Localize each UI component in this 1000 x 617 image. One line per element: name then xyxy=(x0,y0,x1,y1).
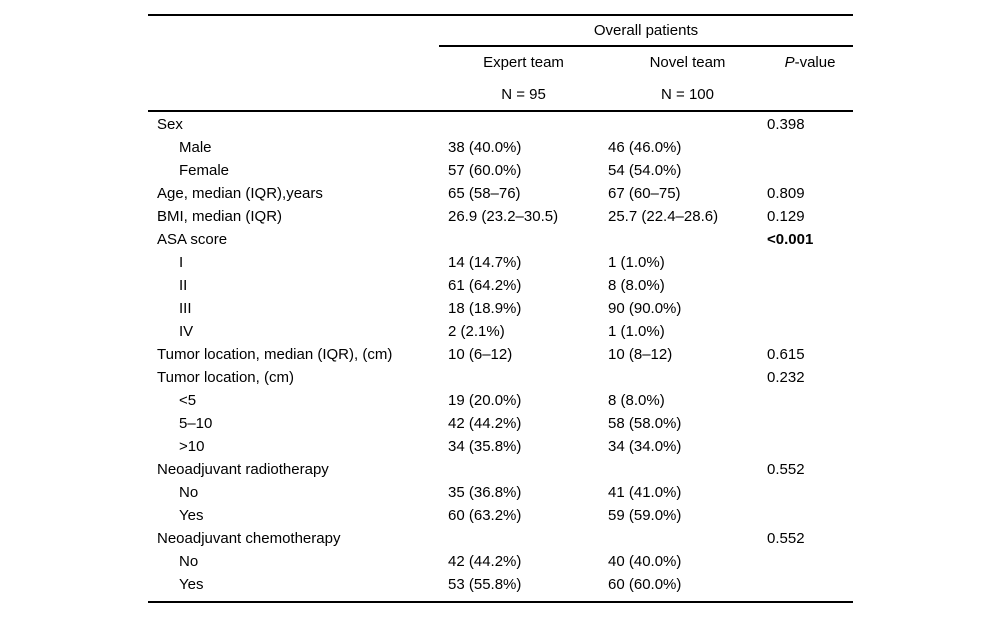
row-label: Yes xyxy=(179,576,204,593)
expert-value: 2 (2.1%) xyxy=(448,323,505,340)
table-row: <5 19 (20.0%) 8 (8.0%) xyxy=(148,389,853,412)
table-row: Tumor location, (cm) 0.232 xyxy=(148,366,853,389)
expert-value: 42 (44.2%) xyxy=(448,553,522,570)
p-value: 0.615 xyxy=(767,346,805,363)
table-row: Neoadjuvant radiotherapy 0.552 xyxy=(148,458,853,481)
novel-value: 60 (60.0%) xyxy=(608,576,682,593)
novel-value: 59 (59.0%) xyxy=(608,507,682,524)
expert-value: 53 (55.8%) xyxy=(448,576,522,593)
p-value-header: P-value xyxy=(767,54,853,71)
novel-n-label: N = 100 xyxy=(661,85,714,103)
novel-value: 8 (8.0%) xyxy=(608,277,665,294)
expert-value: 57 (60.0%) xyxy=(448,162,522,179)
expert-team-header: Expert team xyxy=(483,54,564,71)
row-label: Male xyxy=(179,139,212,156)
patient-characteristics-table: Overall patients Expert team Novel team … xyxy=(148,14,853,603)
row-label: Age, median (IQR),years xyxy=(157,185,323,202)
table-header: Overall patients Expert team Novel team … xyxy=(148,16,853,112)
p-value: 0.398 xyxy=(767,116,805,133)
table-row: No 35 (36.8%) 41 (41.0%) xyxy=(148,481,853,504)
table-row: III 18 (18.9%) 90 (90.0%) xyxy=(148,297,853,320)
expert-value: 60 (63.2%) xyxy=(448,507,522,524)
expert-value: 35 (36.8%) xyxy=(448,484,522,501)
novel-value: 58 (58.0%) xyxy=(608,415,682,432)
row-label: IV xyxy=(179,323,194,340)
column-header-row: Expert team Novel team P-value xyxy=(148,47,853,78)
table-row: Tumor location, median (IQR), (cm) 10 (6… xyxy=(148,343,853,366)
row-label: No xyxy=(179,484,199,501)
p-value-header-rest: -value xyxy=(794,54,836,71)
p-value: 0.809 xyxy=(767,185,805,202)
expert-value: 38 (40.0%) xyxy=(448,139,522,156)
expert-value: 19 (20.0%) xyxy=(448,392,522,409)
expert-value: 18 (18.9%) xyxy=(448,300,522,317)
table-row: Male 38 (40.0%) 46 (46.0%) xyxy=(148,136,853,159)
row-label: BMI, median (IQR) xyxy=(157,208,283,225)
spanner-label: Overall patients xyxy=(593,22,699,39)
novel-value: 1 (1.0%) xyxy=(608,323,665,340)
table-row: Neoadjuvant chemotherapy 0.552 xyxy=(148,527,853,550)
novel-value: 90 (90.0%) xyxy=(608,300,682,317)
table-row: Age, median (IQR),years 65 (58–76) 67 (6… xyxy=(148,182,853,205)
table-row: Female 57 (60.0%) 54 (54.0%) xyxy=(148,159,853,182)
novel-value: 67 (60–75) xyxy=(608,185,681,202)
novel-value: 54 (54.0%) xyxy=(608,162,682,179)
expert-value: 34 (35.8%) xyxy=(448,438,522,455)
p-value: 0.129 xyxy=(767,208,805,225)
row-label: No xyxy=(179,553,199,570)
row-label: >10 xyxy=(179,438,205,455)
row-label: Yes xyxy=(179,507,204,524)
table-row: No 42 (44.2%) 40 (40.0%) xyxy=(148,550,853,573)
table-row: 5–10 42 (44.2%) 58 (58.0%) xyxy=(148,412,853,435)
novel-value: 41 (41.0%) xyxy=(608,484,682,501)
novel-value: 10 (8–12) xyxy=(608,346,673,363)
novel-value: 40 (40.0%) xyxy=(608,553,682,570)
novel-value: 46 (46.0%) xyxy=(608,139,682,156)
expert-value: 42 (44.2%) xyxy=(448,415,522,432)
novel-value: 34 (34.0%) xyxy=(608,438,682,455)
p-value: <0.001 xyxy=(767,231,814,248)
spanner-cell: Overall patients xyxy=(439,16,853,47)
table-row: Sex 0.398 xyxy=(148,113,853,136)
row-label: I xyxy=(179,254,184,271)
row-label: Neoadjuvant chemotherapy xyxy=(157,530,341,547)
row-label: Tumor location, (cm) xyxy=(157,369,294,386)
expert-value: 26.9 (23.2–30.5) xyxy=(448,208,559,225)
p-value-header-italic: P xyxy=(784,54,795,71)
table-row: I 14 (14.7%) 1 (1.0%) xyxy=(148,251,853,274)
expert-n-label: N = 95 xyxy=(501,85,546,103)
expert-value: 65 (58–76) xyxy=(448,185,521,202)
row-label: Tumor location, median (IQR), (cm) xyxy=(157,346,393,363)
novel-team-header: Novel team xyxy=(649,54,726,71)
p-value: 0.232 xyxy=(767,369,805,386)
table-body: Sex 0.398 Male 38 (40.0%) 46 (46.0%) Fem… xyxy=(148,112,853,603)
table-row: >10 34 (35.8%) 34 (34.0%) xyxy=(148,435,853,458)
table-row: Yes 53 (55.8%) 60 (60.0%) xyxy=(148,573,853,596)
spanner-row: Overall patients xyxy=(148,16,853,47)
row-label: Female xyxy=(179,162,230,179)
expert-value: 14 (14.7%) xyxy=(448,254,522,271)
row-label: III xyxy=(179,300,192,317)
row-label: Neoadjuvant radiotherapy xyxy=(157,461,329,478)
table-row: ASA score <0.001 xyxy=(148,228,853,251)
table-row: II 61 (64.2%) 8 (8.0%) xyxy=(148,274,853,297)
table-row: Yes 60 (63.2%) 59 (59.0%) xyxy=(148,504,853,527)
p-value: 0.552 xyxy=(767,530,805,547)
novel-value: 8 (8.0%) xyxy=(608,392,665,409)
row-label: <5 xyxy=(179,392,197,409)
novel-value: 25.7 (22.4–28.6) xyxy=(608,208,719,225)
novel-value: 1 (1.0%) xyxy=(608,254,665,271)
row-label: 5–10 xyxy=(179,415,213,432)
table-row: IV 2 (2.1%) 1 (1.0%) xyxy=(148,320,853,343)
expert-value: 10 (6–12) xyxy=(448,346,513,363)
n-row: N = 95 N = 100 xyxy=(148,78,853,110)
row-label: ASA score xyxy=(157,231,228,248)
p-value: 0.552 xyxy=(767,461,805,478)
row-label: II xyxy=(179,277,188,294)
row-label: Sex xyxy=(157,116,183,133)
table-row: BMI, median (IQR) 26.9 (23.2–30.5) 25.7 … xyxy=(148,205,853,228)
expert-value: 61 (64.2%) xyxy=(448,277,522,294)
